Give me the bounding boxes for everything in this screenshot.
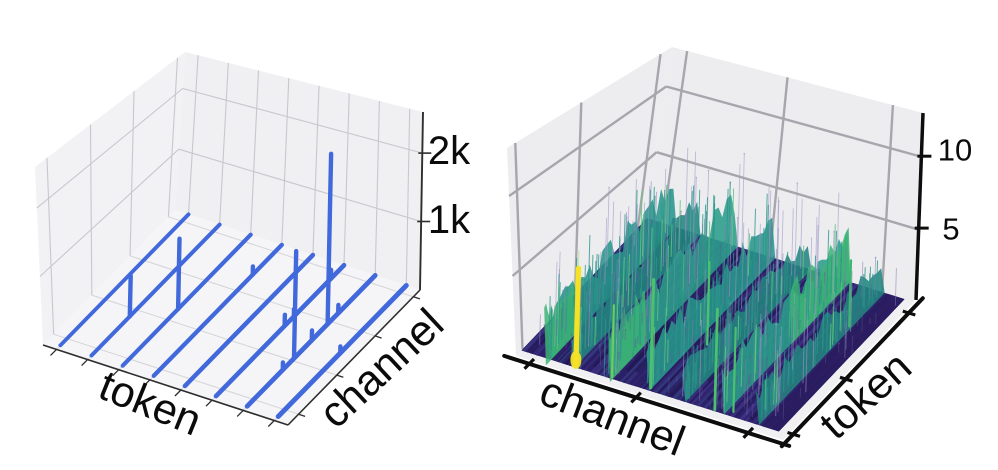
- right-ztick-5: 5: [942, 211, 960, 247]
- left-channel-axis-label: channel: [310, 299, 454, 438]
- left-token-axis-label: token: [92, 361, 208, 446]
- right-channel-axis-label: channel: [533, 367, 692, 466]
- right-ztick-10: 10: [937, 132, 973, 168]
- left-ztick-2k: 2k: [427, 129, 471, 173]
- left-ztick-1k: 1k: [427, 198, 471, 242]
- right-token-axis-label: token: [810, 342, 921, 449]
